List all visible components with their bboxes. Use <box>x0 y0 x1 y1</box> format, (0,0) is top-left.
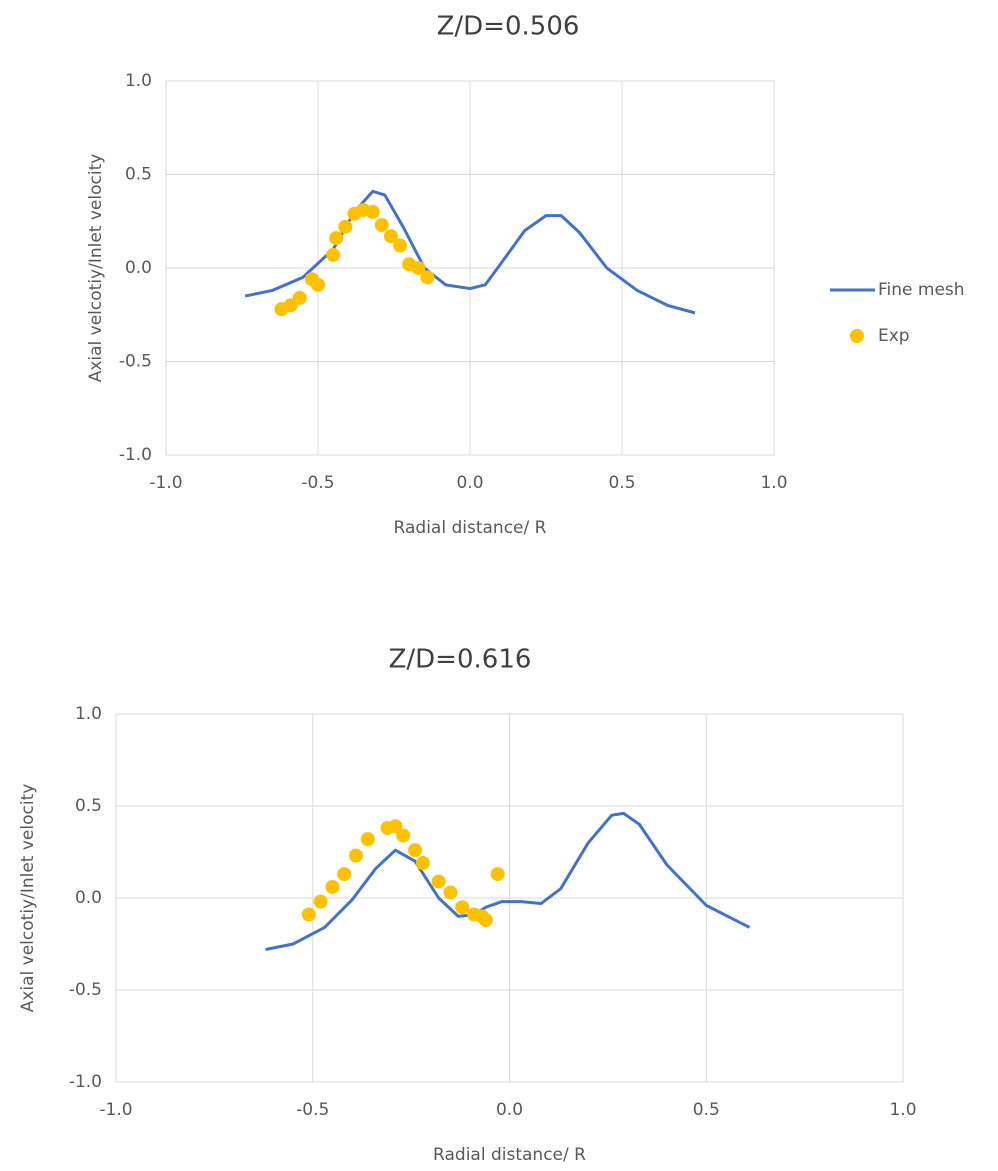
point <box>325 879 340 894</box>
x-tick-label: -1.0 <box>149 473 182 493</box>
point <box>311 277 325 292</box>
legend-label: Fine mesh <box>878 280 965 300</box>
y-axis-title: Axial velcotiy/Inlet velocity <box>18 784 38 1013</box>
point <box>301 907 316 922</box>
y-tick-label: 0.5 <box>75 796 102 816</box>
x-tick-label: 0.0 <box>456 473 483 493</box>
point <box>490 867 505 882</box>
x-tick-label: 0.5 <box>693 1100 720 1120</box>
x-tick-label: -0.5 <box>296 1100 329 1120</box>
point <box>388 819 403 834</box>
point <box>478 913 493 928</box>
point <box>415 856 430 871</box>
legend-label: Exp <box>878 326 910 346</box>
point <box>431 874 446 889</box>
point <box>411 261 426 275</box>
x-tick-label: 1.0 <box>889 1100 916 1120</box>
x-tick-label: -1.0 <box>99 1100 132 1120</box>
point <box>408 843 423 858</box>
point <box>455 900 470 915</box>
x-axis-title: Radial distance/ R <box>394 518 547 538</box>
y-axis-title: Axial velcotiy/Inlet velocity <box>86 154 106 383</box>
y-tick-label: -1.0 <box>119 445 152 465</box>
chart-title: Z/D=0.506 <box>437 12 580 42</box>
point <box>360 832 375 847</box>
point <box>374 217 389 232</box>
point <box>443 885 458 900</box>
y-tick-label: 0.0 <box>75 888 102 908</box>
legend-swatch <box>850 329 864 343</box>
y-tick-label: -1.0 <box>69 1072 102 1092</box>
line <box>265 811 751 951</box>
y-tick-label: -0.5 <box>119 352 152 372</box>
point <box>326 247 341 262</box>
point <box>365 204 380 219</box>
x-tick-label: 0.5 <box>608 473 635 493</box>
x-axis-title: Radial distance/ R <box>433 1145 586 1165</box>
chart-title: Z/D=0.616 <box>389 645 532 675</box>
point <box>338 219 353 234</box>
point <box>313 894 328 909</box>
point <box>349 848 364 863</box>
y-tick-label: 0.0 <box>125 258 152 278</box>
x-tick-label: 0.0 <box>496 1100 523 1120</box>
point <box>292 290 307 305</box>
point <box>337 867 352 882</box>
x-tick-label: -0.5 <box>301 473 334 493</box>
point <box>396 828 411 843</box>
x-tick-label: 1.0 <box>760 473 787 493</box>
point <box>393 238 408 253</box>
point <box>383 229 398 244</box>
y-tick-label: 1.0 <box>75 704 102 724</box>
y-tick-label: 1.0 <box>125 71 152 91</box>
point <box>420 270 435 285</box>
y-tick-label: 0.5 <box>125 165 152 185</box>
point <box>329 231 344 246</box>
y-tick-label: -0.5 <box>69 980 102 1000</box>
